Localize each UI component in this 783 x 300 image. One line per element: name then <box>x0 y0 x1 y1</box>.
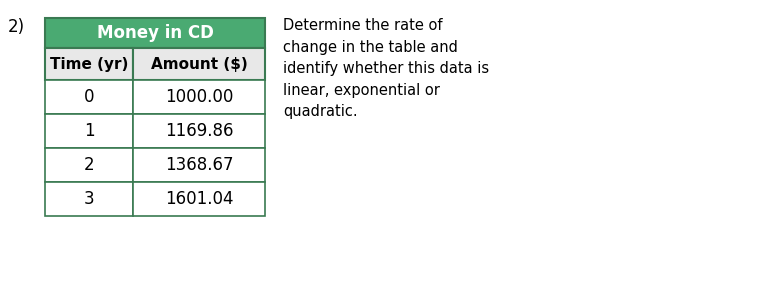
Text: 2): 2) <box>8 18 25 36</box>
Text: Time (yr): Time (yr) <box>50 56 128 71</box>
Bar <box>45 148 133 182</box>
Text: 1601.04: 1601.04 <box>164 190 233 208</box>
Text: Amount ($): Amount ($) <box>150 56 247 71</box>
Bar <box>133 80 265 114</box>
Text: 0: 0 <box>84 88 94 106</box>
Text: 3: 3 <box>84 190 94 208</box>
Bar <box>133 48 265 80</box>
Bar <box>133 148 265 182</box>
Text: 1000.00: 1000.00 <box>164 88 233 106</box>
Bar <box>45 182 133 216</box>
Text: 1368.67: 1368.67 <box>164 156 233 174</box>
Bar <box>45 80 133 114</box>
Text: 1: 1 <box>84 122 94 140</box>
Bar <box>133 182 265 216</box>
Bar <box>45 18 265 48</box>
Bar <box>133 114 265 148</box>
Text: 2: 2 <box>84 156 94 174</box>
Text: Money in CD: Money in CD <box>96 24 214 42</box>
Text: 1169.86: 1169.86 <box>164 122 233 140</box>
Text: Determine the rate of
change in the table and
identify whether this data is
line: Determine the rate of change in the tabl… <box>283 18 489 119</box>
Bar <box>45 114 133 148</box>
Bar <box>45 48 133 80</box>
